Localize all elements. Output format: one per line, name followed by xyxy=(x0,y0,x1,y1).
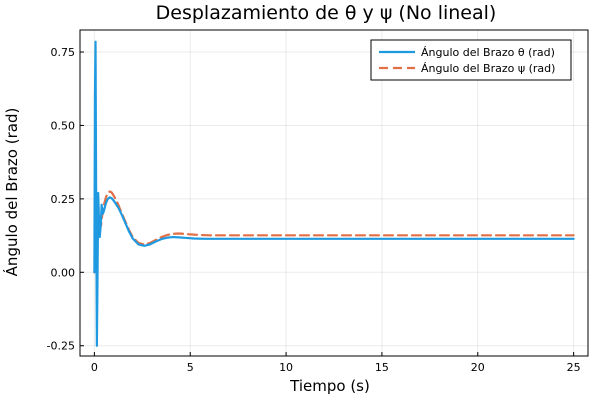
y-tick-label: 0.25 xyxy=(51,193,76,206)
x-tick-label: 5 xyxy=(187,361,194,374)
y-tick-label: 0.75 xyxy=(51,46,76,59)
grid xyxy=(80,30,588,356)
x-axis-label: Tiempo (s) xyxy=(289,377,370,395)
plot-series xyxy=(93,40,575,347)
x-tick-label: 20 xyxy=(471,361,485,374)
chart-title: Desplazamiento de θ y ψ (No lineal) xyxy=(156,2,497,24)
series-line-2 xyxy=(93,190,575,274)
legend-label-1: Ángulo del Brazo θ (rad) xyxy=(421,46,555,59)
x-tick-label: 25 xyxy=(567,361,581,374)
legend-label-2: Ángulo del Brazo ψ (rad) xyxy=(421,62,555,75)
x-tick-label: 10 xyxy=(279,361,293,374)
x-tick-label: 0 xyxy=(91,361,98,374)
y-tick-label: 0.50 xyxy=(51,119,76,132)
legend: Ángulo del Brazo θ (rad) Ángulo del Brazo… xyxy=(370,39,572,81)
y-axis-label: Ángulo del Brazo (rad) xyxy=(2,108,21,277)
y-axis-ticks: -0.25 0.00 0.25 0.50 0.75 xyxy=(47,46,84,353)
series-line-1 xyxy=(93,40,575,347)
plot-frame xyxy=(79,29,589,357)
x-axis-ticks: 0 5 10 15 20 25 xyxy=(91,352,581,374)
y-tick-label: 0.00 xyxy=(51,266,76,279)
legend-box xyxy=(370,39,572,81)
x-tick-label: 15 xyxy=(375,361,389,374)
y-tick-label: -0.25 xyxy=(47,340,75,353)
